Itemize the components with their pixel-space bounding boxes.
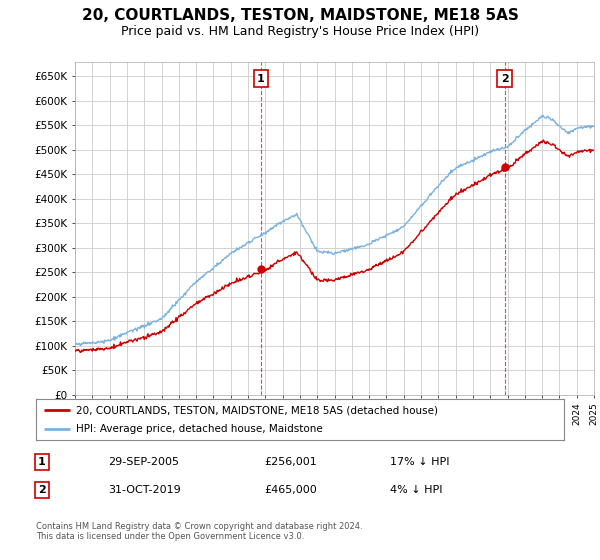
Text: 29-SEP-2005: 29-SEP-2005	[108, 457, 179, 467]
Text: 2: 2	[38, 485, 46, 495]
Text: £465,000: £465,000	[264, 485, 317, 495]
Text: 31-OCT-2019: 31-OCT-2019	[108, 485, 181, 495]
Text: 2: 2	[500, 74, 508, 84]
Text: £256,001: £256,001	[264, 457, 317, 467]
Text: Price paid vs. HM Land Registry's House Price Index (HPI): Price paid vs. HM Land Registry's House …	[121, 25, 479, 38]
Text: 20, COURTLANDS, TESTON, MAIDSTONE, ME18 5AS (detached house): 20, COURTLANDS, TESTON, MAIDSTONE, ME18 …	[76, 405, 437, 415]
Text: Contains HM Land Registry data © Crown copyright and database right 2024.
This d: Contains HM Land Registry data © Crown c…	[36, 522, 362, 542]
Text: 1: 1	[38, 457, 46, 467]
Text: 1: 1	[257, 74, 265, 84]
Text: HPI: Average price, detached house, Maidstone: HPI: Average price, detached house, Maid…	[76, 424, 322, 433]
Text: 17% ↓ HPI: 17% ↓ HPI	[390, 457, 449, 467]
Text: 4% ↓ HPI: 4% ↓ HPI	[390, 485, 443, 495]
Text: 20, COURTLANDS, TESTON, MAIDSTONE, ME18 5AS: 20, COURTLANDS, TESTON, MAIDSTONE, ME18 …	[82, 8, 518, 24]
